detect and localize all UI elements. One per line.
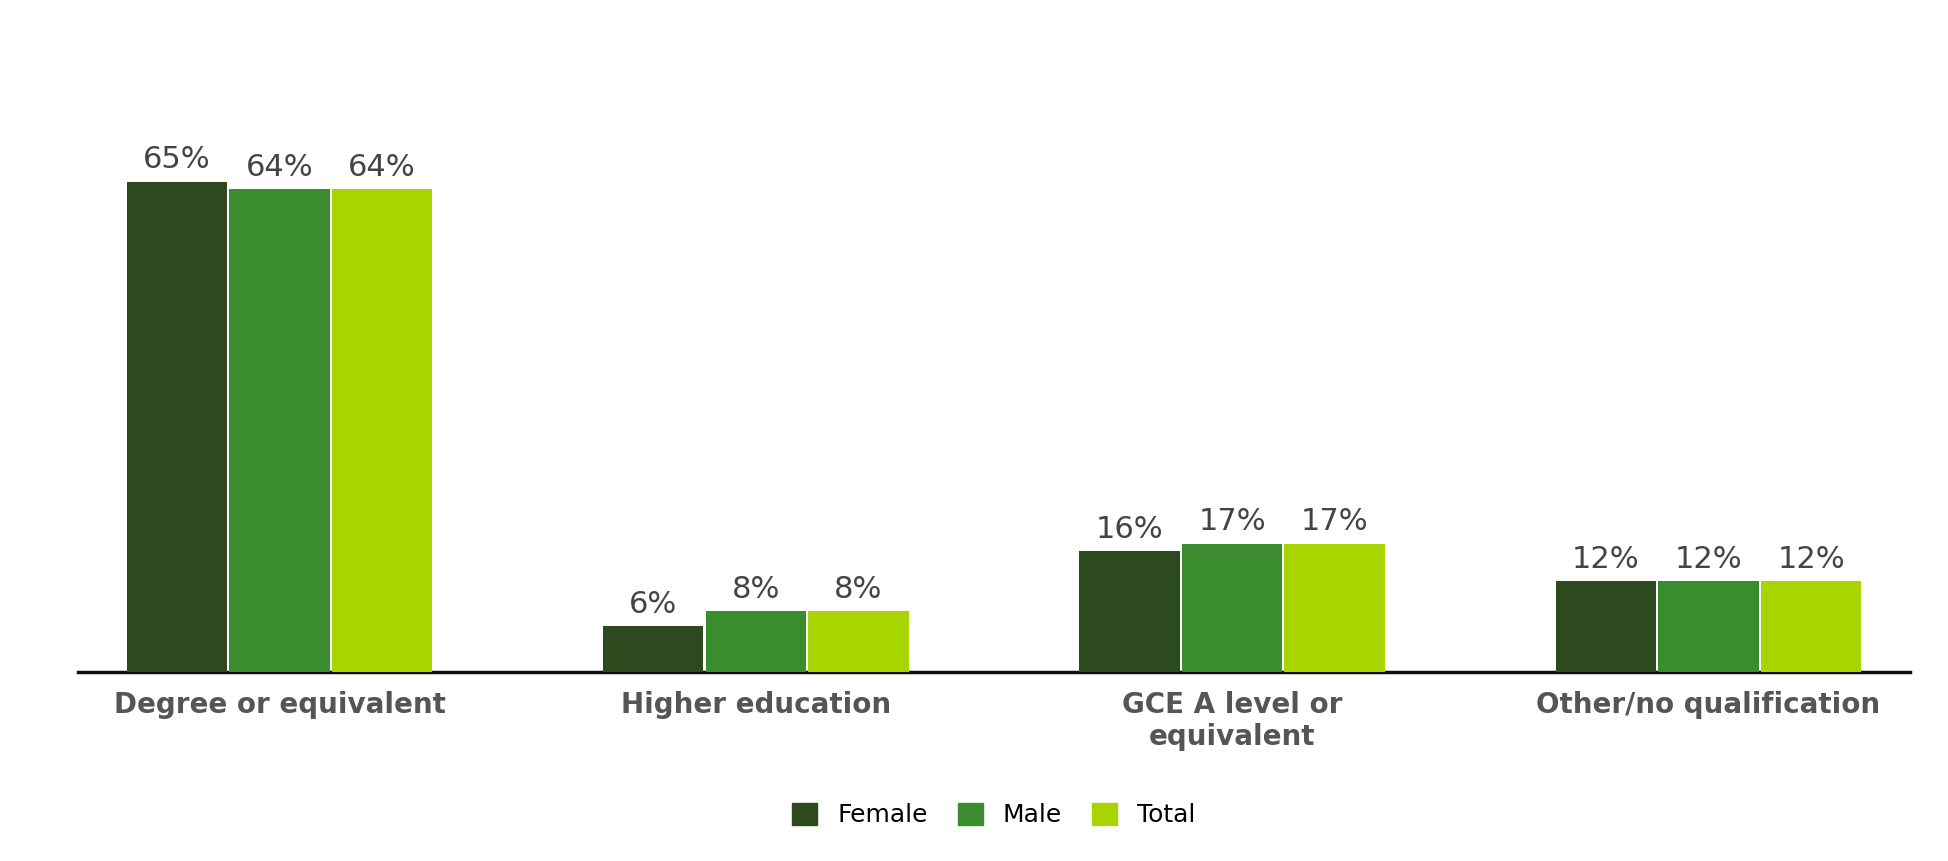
Bar <box>1180 543 1282 672</box>
Text: 6%: 6% <box>629 590 678 619</box>
Bar <box>1759 581 1860 672</box>
Text: 64%: 64% <box>349 153 415 182</box>
Bar <box>1555 581 1656 672</box>
Text: 65%: 65% <box>142 146 210 174</box>
Bar <box>1284 543 1385 672</box>
Text: 12%: 12% <box>1777 545 1845 573</box>
Bar <box>331 189 432 672</box>
Legend: Female, Male, Total: Female, Male, Total <box>779 790 1208 839</box>
Text: 8%: 8% <box>834 575 882 604</box>
Bar <box>1079 551 1179 672</box>
Text: 17%: 17% <box>1299 507 1367 536</box>
Bar <box>1658 581 1757 672</box>
Text: 12%: 12% <box>1572 545 1638 573</box>
Text: 12%: 12% <box>1673 545 1742 573</box>
Text: 64%: 64% <box>245 153 314 182</box>
Text: 16%: 16% <box>1095 515 1163 543</box>
Text: 8%: 8% <box>730 575 779 604</box>
Bar <box>808 611 908 672</box>
Bar <box>602 627 703 672</box>
Bar <box>127 182 228 672</box>
Bar <box>705 611 806 672</box>
Text: 17%: 17% <box>1198 507 1266 536</box>
Bar <box>230 189 329 672</box>
